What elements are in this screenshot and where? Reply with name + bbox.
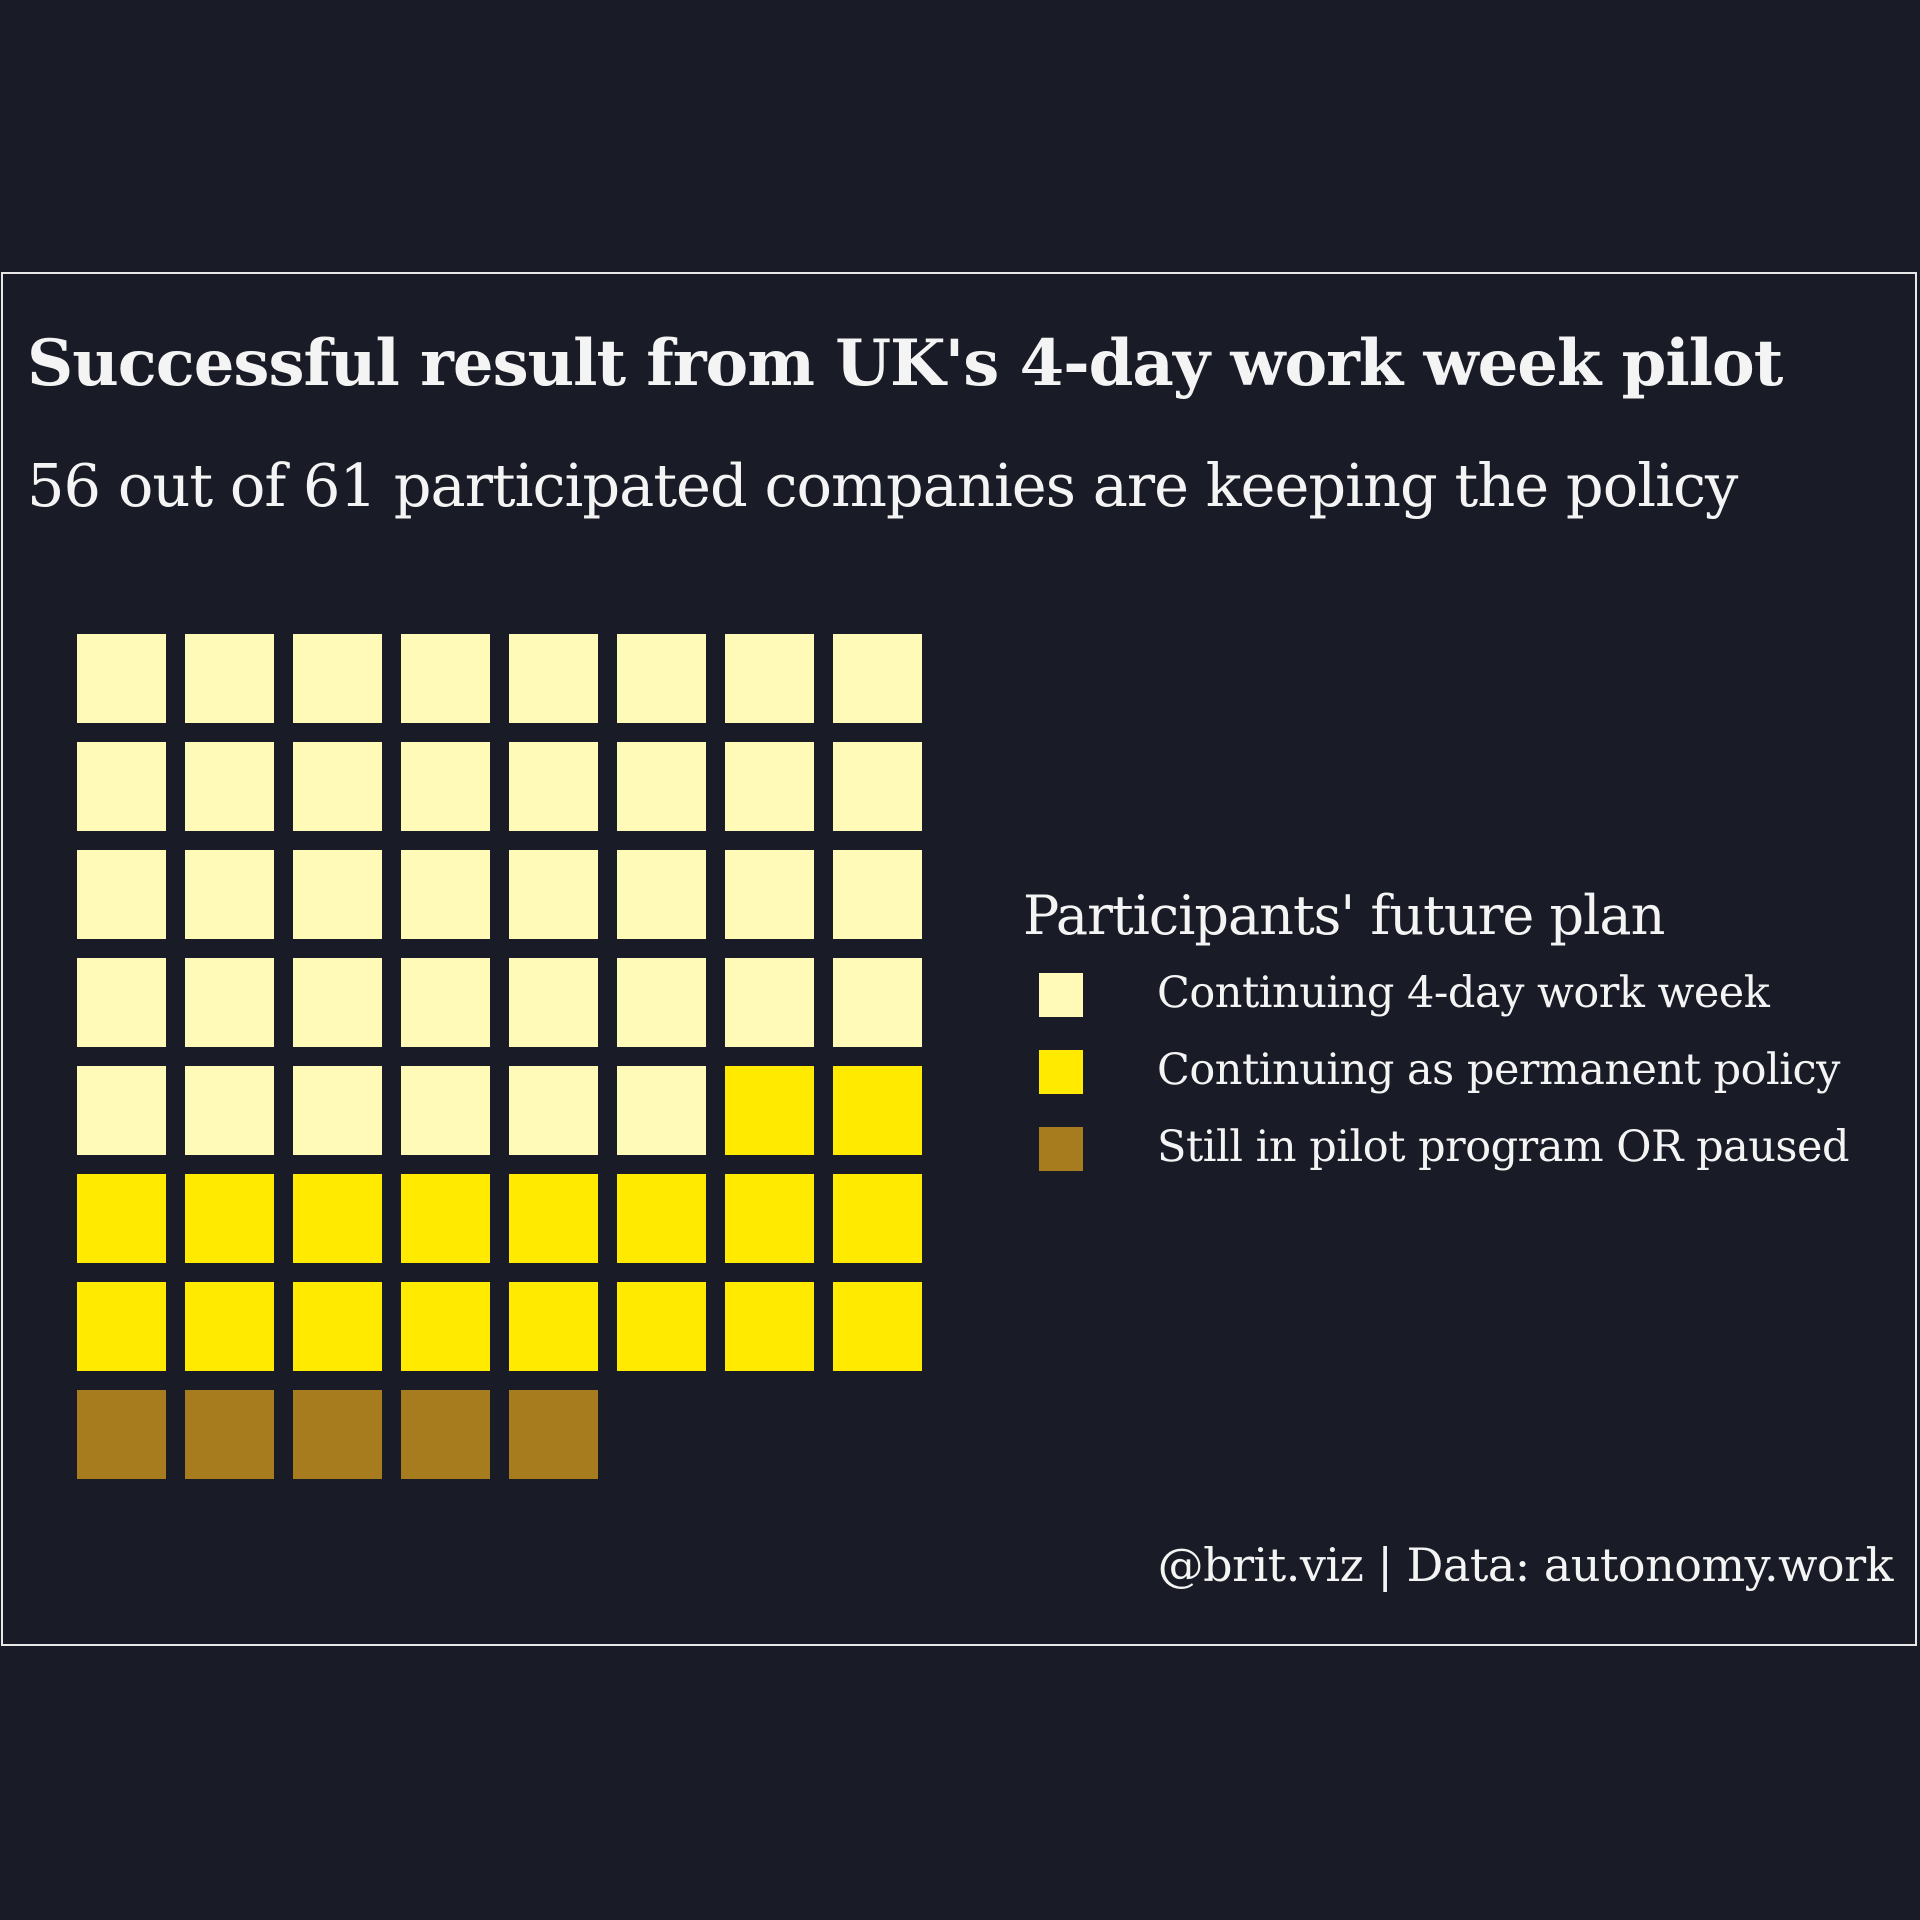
chart-subtitle: 56 out of 61 participated companies are … (27, 451, 1738, 520)
legend-item-continuing-4-day: Continuing 4-day work week (1023, 968, 1903, 1050)
waffle-cell (725, 958, 814, 1047)
waffle-cell (617, 634, 706, 723)
waffle-cell (833, 958, 922, 1047)
waffle-cell (725, 1174, 814, 1263)
legend-label: Continuing as permanent policy (1157, 1045, 1840, 1095)
waffle-cell (833, 1066, 922, 1155)
waffle-cell (77, 742, 166, 831)
waffle-cell (77, 1174, 166, 1263)
legend-label: Continuing 4-day work week (1157, 968, 1770, 1018)
waffle-cell (293, 1282, 382, 1371)
waffle-cell (509, 958, 598, 1047)
waffle-cell (293, 1174, 382, 1263)
waffle-cell (77, 634, 166, 723)
waffle-cell (185, 634, 274, 723)
waffle-cell (725, 1066, 814, 1155)
legend-swatch (1039, 973, 1083, 1017)
waffle-cell (185, 850, 274, 939)
waffle-cell (401, 742, 490, 831)
waffle-cell (77, 958, 166, 1047)
waffle-cell (833, 634, 922, 723)
waffle-cell (401, 1390, 490, 1479)
waffle-cell (185, 958, 274, 1047)
legend-swatch (1039, 1127, 1083, 1171)
waffle-cell (833, 1174, 922, 1263)
waffle-cell (401, 634, 490, 723)
waffle-cell (185, 1390, 274, 1479)
waffle-cell (833, 742, 922, 831)
waffle-cell (509, 1390, 598, 1479)
waffle-cell (293, 742, 382, 831)
waffle-cell (401, 850, 490, 939)
waffle-cell (833, 1282, 922, 1371)
legend-item-permanent-policy: Continuing as permanent policy (1023, 1045, 1903, 1127)
legend-title: Participants' future plan (1023, 884, 1665, 947)
waffle-cell (401, 958, 490, 1047)
waffle-cell (293, 1390, 382, 1479)
waffle-cell (509, 1174, 598, 1263)
waffle-cell (725, 634, 814, 723)
waffle-cell (509, 1282, 598, 1371)
legend: Participants' future plan Continuing 4-d… (1023, 889, 1903, 1204)
waffle-cell (509, 850, 598, 939)
chart-frame: Successful result from UK's 4-day work w… (1, 272, 1917, 1646)
waffle-cell (509, 1066, 598, 1155)
waffle-grid (77, 634, 927, 1484)
waffle-cell (77, 850, 166, 939)
waffle-cell (293, 634, 382, 723)
waffle-cell (617, 1174, 706, 1263)
waffle-cell (725, 1282, 814, 1371)
waffle-cell (617, 742, 706, 831)
waffle-cell (185, 742, 274, 831)
waffle-cell (293, 850, 382, 939)
waffle-cell (725, 742, 814, 831)
waffle-cell (401, 1066, 490, 1155)
waffle-cell (617, 1282, 706, 1371)
waffle-cell (509, 742, 598, 831)
legend-item-pilot-or-paused: Still in pilot program OR paused (1023, 1122, 1903, 1204)
waffle-cell (293, 958, 382, 1047)
chart-title: Successful result from UK's 4-day work w… (27, 326, 1783, 401)
waffle-cell (401, 1174, 490, 1263)
waffle-cell (725, 850, 814, 939)
waffle-cell (185, 1282, 274, 1371)
waffle-cell (185, 1066, 274, 1155)
waffle-cell (293, 1066, 382, 1155)
waffle-cell (617, 958, 706, 1047)
waffle-cell (833, 850, 922, 939)
source-caption: @brit.viz | Data: autonomy.work (1157, 1538, 1894, 1592)
legend-label: Still in pilot program OR paused (1157, 1122, 1849, 1172)
waffle-cell (617, 850, 706, 939)
legend-swatch (1039, 1050, 1083, 1094)
waffle-cell (617, 1066, 706, 1155)
waffle-cell (77, 1282, 166, 1371)
waffle-cell (185, 1174, 274, 1263)
waffle-cell (509, 634, 598, 723)
waffle-cell (401, 1282, 490, 1371)
waffle-cell (77, 1066, 166, 1155)
waffle-cell (77, 1390, 166, 1479)
